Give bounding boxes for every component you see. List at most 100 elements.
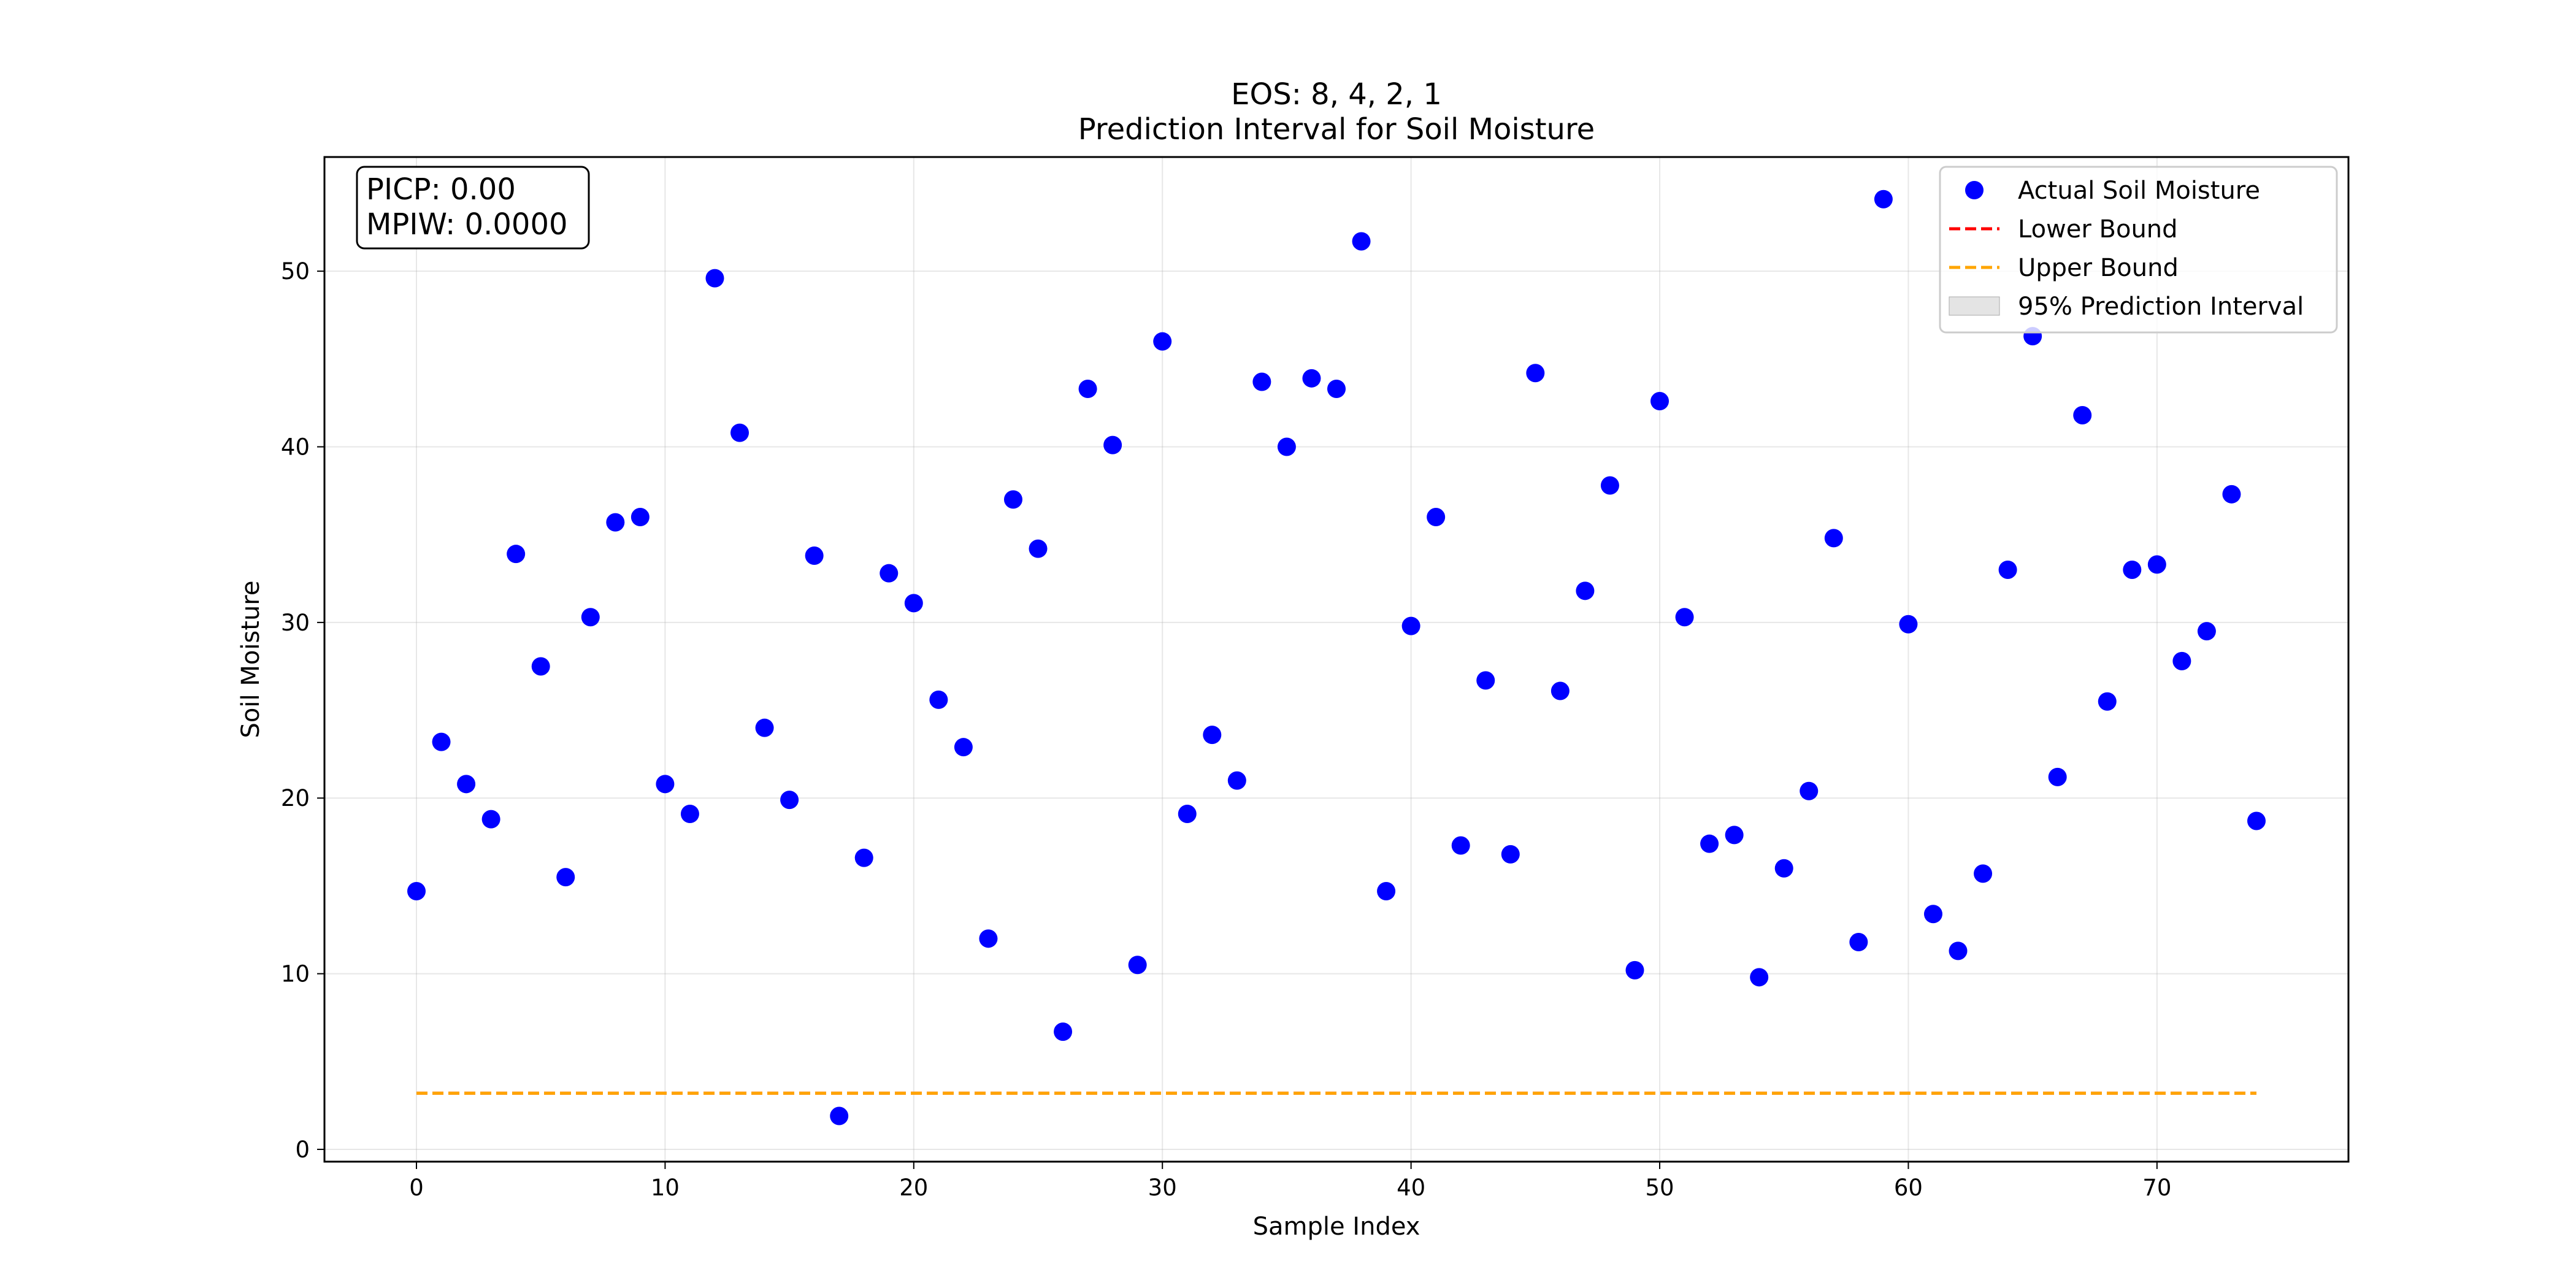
data-point (705, 269, 724, 288)
y-tick-label: 0 (295, 1137, 310, 1163)
data-point (1227, 771, 1246, 790)
x-axis-label: Sample Index (1253, 1213, 1420, 1241)
data-point (531, 657, 550, 676)
data-point (979, 929, 998, 948)
data-point (1824, 529, 1843, 548)
data-point (1600, 476, 1619, 495)
data-point (1675, 608, 1694, 627)
data-point (2073, 405, 2092, 424)
x-tick-label: 30 (1148, 1175, 1177, 1201)
legend-label: Actual Soil Moisture (2018, 177, 2260, 205)
legend-label: 95% Prediction Interval (2018, 293, 2304, 321)
data-point (1526, 364, 1545, 383)
data-point (2048, 767, 2067, 786)
data-point (1451, 836, 1470, 855)
data-point (1377, 882, 1396, 900)
y-tick-label: 40 (281, 434, 310, 461)
data-point (780, 791, 799, 810)
y-axis-label: Soil Moisture (237, 581, 265, 738)
data-point (1501, 845, 1520, 864)
data-point (432, 732, 451, 751)
plot-frame (323, 156, 2350, 1163)
data-point (631, 508, 650, 527)
data-point (1874, 190, 1893, 209)
x-tick-label: 50 (1645, 1175, 1674, 1201)
data-point (606, 513, 625, 532)
data-point (2123, 560, 2142, 579)
x-tick-label: 20 (899, 1175, 928, 1201)
x-tick-label: 60 (1894, 1175, 1923, 1201)
data-point (2098, 692, 2117, 711)
data-point (1252, 372, 1271, 391)
data-point (556, 868, 575, 887)
data-point (656, 775, 675, 794)
data-point (1203, 726, 1222, 745)
plot-data (407, 190, 2266, 1125)
data-point (880, 564, 899, 583)
stats-box: PICP: 0.00 MPIW: 0.0000 (356, 166, 590, 250)
data-point (1327, 380, 1346, 398)
data-point (1029, 539, 1048, 558)
data-point (1774, 859, 1793, 878)
x-tick-label: 10 (651, 1175, 680, 1201)
chart-title-line1: EOS: 8, 4, 2, 1 (1231, 77, 1442, 112)
legend-marker-actual (1965, 181, 1984, 199)
data-point (1128, 956, 1147, 975)
mpiw-text: MPIW: 0.0000 (366, 207, 568, 242)
data-point (457, 775, 476, 794)
data-point (1725, 826, 1744, 845)
legend-label: Upper Bound (2018, 254, 2179, 282)
x-tick-label: 40 (1397, 1175, 1425, 1201)
data-point (1302, 369, 1321, 388)
data-point (1800, 781, 1819, 800)
data-point (507, 545, 526, 564)
data-point (1576, 581, 1595, 600)
data-point (830, 1106, 849, 1125)
data-point (929, 690, 948, 709)
data-point (1178, 805, 1197, 823)
data-point (1551, 681, 1570, 700)
data-point (1650, 392, 1669, 411)
legend-label: Lower Bound (2018, 215, 2178, 243)
data-point (854, 848, 873, 867)
chart-title-line2: Prediction Interval for Soil Moisture (1078, 112, 1595, 147)
data-point (1849, 933, 1868, 952)
legend: Actual Soil Moisture Lower Bound Upper Bou… (1939, 166, 2338, 334)
data-point (2197, 622, 2216, 641)
x-tick-label: 0 (409, 1175, 424, 1201)
data-point (1352, 232, 1371, 251)
data-point (1054, 1022, 1073, 1041)
data-point (1003, 490, 1022, 509)
data-point (1899, 615, 1918, 634)
x-tick-label: 70 (2142, 1175, 2171, 1201)
y-tick-label: 50 (281, 258, 310, 285)
y-tick-label: 20 (281, 785, 310, 811)
y-tick-label: 10 (281, 961, 310, 987)
data-point (1750, 968, 1769, 987)
data-point (1103, 435, 1122, 454)
data-point (1153, 332, 1172, 351)
data-point (2222, 485, 2241, 504)
y-tick-label: 30 (281, 610, 310, 636)
data-point (407, 882, 426, 900)
data-point (680, 805, 699, 823)
data-point (904, 594, 923, 613)
data-point (1401, 616, 1420, 635)
data-point (954, 738, 973, 757)
data-point (481, 810, 500, 829)
data-point (1700, 834, 1719, 853)
data-point (1923, 905, 1942, 924)
data-point (2147, 555, 2166, 574)
data-point (1625, 960, 1644, 979)
data-point (1277, 437, 1296, 456)
data-point (2172, 651, 2191, 670)
data-point (755, 718, 774, 737)
data-point (730, 423, 749, 442)
data-point (1974, 864, 1993, 883)
data-point (1998, 560, 2017, 579)
data-point (1078, 380, 1097, 398)
stats-box-frame (356, 166, 590, 250)
data-point (1427, 508, 1446, 527)
ticks: 0 10 20 30 40 50 60 70 0 10 20 30 40 50 (281, 258, 2171, 1201)
